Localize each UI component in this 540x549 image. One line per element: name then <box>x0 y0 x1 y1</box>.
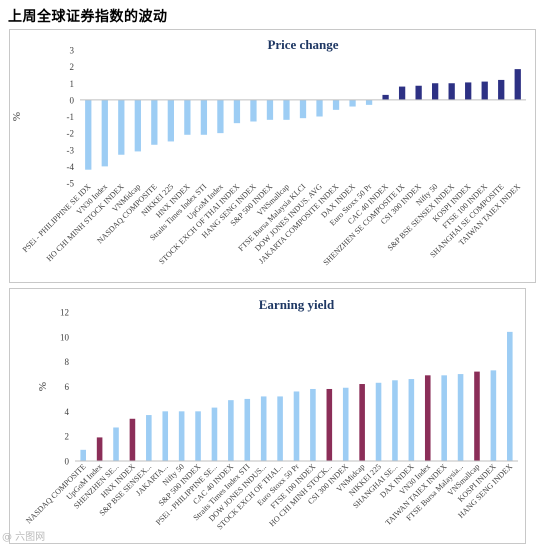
chart-title: Price change <box>267 37 338 52</box>
y-tick-label: 4 <box>65 407 70 417</box>
y-axis-label: % <box>37 382 49 391</box>
y-tick-label: 10 <box>60 332 70 342</box>
watermark: @ 六图网 <box>2 532 46 543</box>
bar <box>349 99 356 107</box>
bar <box>332 99 340 110</box>
bar <box>293 391 300 461</box>
bar <box>498 79 505 100</box>
bar <box>392 380 398 461</box>
y-tick-label: -4 <box>67 162 75 172</box>
bar <box>233 99 241 124</box>
bar <box>167 99 174 142</box>
bar <box>195 411 201 461</box>
bar <box>200 99 208 135</box>
bar <box>465 82 472 100</box>
y-tick-label: 2 <box>70 62 75 72</box>
y-tick-label: 1 <box>70 79 75 89</box>
bar <box>359 384 365 461</box>
category-label: PSEi - PHILIPPINE SE IDX <box>21 182 93 254</box>
bar <box>299 99 307 119</box>
bar <box>211 407 218 461</box>
y-tick-label: 0 <box>70 95 75 105</box>
bar <box>146 415 152 461</box>
bar <box>113 427 119 461</box>
bar <box>424 375 431 461</box>
bar <box>474 371 480 461</box>
bar <box>365 99 373 105</box>
bar <box>432 83 439 100</box>
bar <box>457 374 464 461</box>
earning-yield-chart-panel: Earning yield% 12 10 8 6 4 2 0 NASDAQ COMPOSITE U… <box>9 288 526 544</box>
bar <box>96 437 103 461</box>
y-tick-label: 3 <box>70 46 75 56</box>
bar <box>490 370 497 461</box>
bar <box>415 85 422 100</box>
bar <box>310 388 316 461</box>
bar <box>129 418 136 461</box>
bar <box>162 411 169 461</box>
bar <box>326 388 333 461</box>
bar <box>101 99 108 167</box>
bar <box>217 99 224 134</box>
bar <box>80 449 86 461</box>
bar <box>184 99 191 135</box>
bar <box>277 396 283 461</box>
page-title: 上周全球证券指数的波动 <box>8 9 168 25</box>
bar <box>250 99 257 122</box>
bar <box>244 398 251 461</box>
y-tick-label: 8 <box>65 357 70 367</box>
y-tick-label: 0 <box>65 457 70 467</box>
bar <box>408 379 415 461</box>
y-tick-label: 2 <box>65 432 70 442</box>
bar <box>316 99 323 117</box>
bar <box>441 375 447 461</box>
bar <box>375 382 382 461</box>
y-tick-label: 12 <box>60 308 69 318</box>
y-tick-label: -5 <box>67 179 75 189</box>
bar <box>266 99 274 120</box>
bar <box>228 400 234 461</box>
y-tick-label: 6 <box>65 382 70 392</box>
bar <box>448 83 455 100</box>
bar <box>85 99 92 170</box>
y-axis-label: % <box>11 112 23 121</box>
bar <box>118 99 125 155</box>
bar <box>382 94 389 100</box>
bar <box>151 99 158 145</box>
bar <box>178 411 185 461</box>
bar <box>283 99 290 120</box>
y-tick-label: -3 <box>67 145 75 155</box>
chart-title: Earning yield <box>259 297 335 312</box>
bar <box>134 99 141 152</box>
y-tick-label: -1 <box>67 112 75 122</box>
bar <box>507 331 513 461</box>
price-change-chart-panel: Price change% 3 2 1 0 -1 -2 -3 -4 -5 PSEi - PHILIP… <box>9 29 536 283</box>
bar <box>481 81 488 100</box>
bar <box>398 86 406 100</box>
bar <box>342 387 349 461</box>
y-tick-label: -2 <box>67 129 75 139</box>
bar <box>514 69 521 100</box>
bar <box>260 396 267 461</box>
